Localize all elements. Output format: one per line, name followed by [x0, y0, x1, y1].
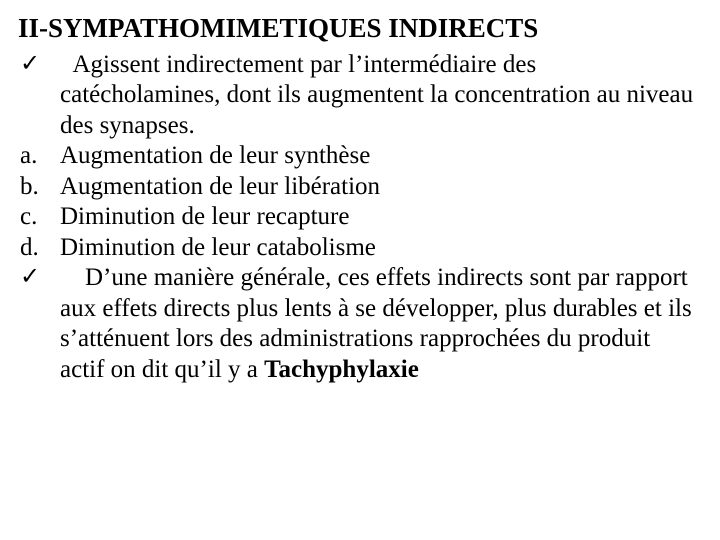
list-item: d. Diminution de leur catabolisme	[18, 233, 698, 264]
list-item-text: Diminution de leur recapture	[60, 202, 698, 233]
list-marker: d.	[18, 233, 60, 264]
list-item-text: Agissent indirectement par l’intermédiai…	[60, 50, 698, 142]
check-icon: ✓	[18, 263, 60, 385]
list-item-text: Augmentation de leur libération	[60, 172, 698, 203]
list-marker: a.	[18, 141, 60, 172]
list-item-text: Diminution de leur catabolisme	[60, 233, 698, 264]
heading: II-SYMPATHOMIMETIQUES INDIRECTS	[18, 12, 698, 46]
text: Agissent indirectement par l’intermédiai…	[60, 51, 693, 139]
list-marker: c.	[18, 202, 60, 233]
leading-space	[60, 51, 73, 78]
list-item: a. Augmentation de leur synthèse	[18, 141, 698, 172]
list-item: b. Augmentation de leur libération	[18, 172, 698, 203]
slide: II-SYMPATHOMIMETIQUES INDIRECTS ✓ Agisse…	[0, 0, 720, 540]
leading-space	[60, 264, 85, 291]
list-item-text: D’une manière générale, ces effets indir…	[60, 263, 698, 385]
list-item-text: Augmentation de leur synthèse	[60, 141, 698, 172]
list-item: ✓ Agissent indirectement par l’intermédi…	[18, 50, 698, 142]
list-item: c. Diminution de leur recapture	[18, 202, 698, 233]
check-icon: ✓	[18, 50, 60, 142]
bullet-list: ✓ Agissent indirectement par l’intermédi…	[18, 50, 698, 386]
list-item: ✓ D’une manière générale, ces effets ind…	[18, 263, 698, 385]
bold-term: Tachyphylaxie	[264, 356, 419, 383]
list-marker: b.	[18, 172, 60, 203]
